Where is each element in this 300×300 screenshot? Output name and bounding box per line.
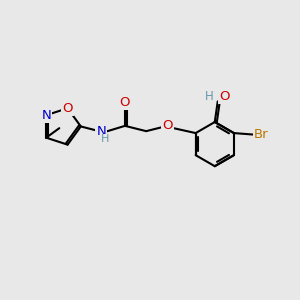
Text: O: O	[120, 96, 130, 109]
Text: N: N	[97, 125, 106, 138]
Text: N: N	[41, 109, 51, 122]
Text: H: H	[205, 90, 214, 103]
Text: Br: Br	[254, 128, 268, 141]
Text: O: O	[62, 102, 73, 115]
Text: O: O	[162, 119, 172, 132]
Text: O: O	[219, 90, 230, 103]
Text: H: H	[101, 134, 110, 144]
